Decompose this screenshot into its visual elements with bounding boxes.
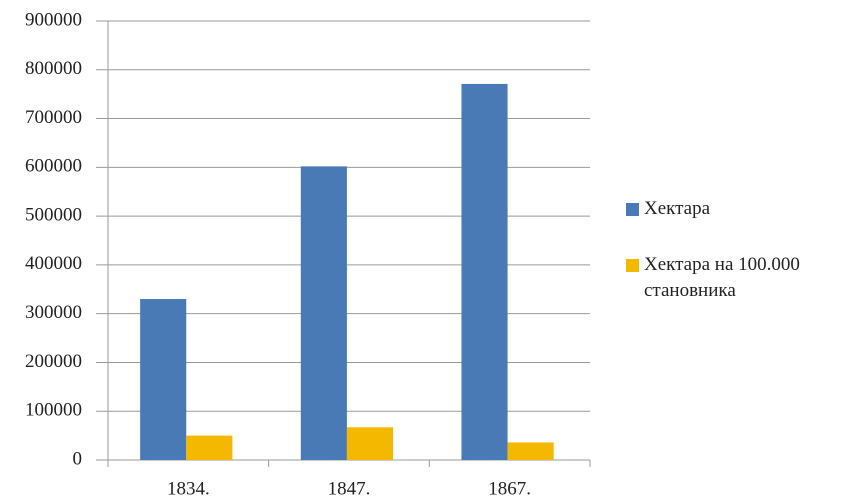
bar (507, 442, 554, 460)
y-tick-label: 500000 (25, 204, 82, 225)
bar (300, 166, 347, 460)
y-tick-label: 700000 (25, 107, 82, 128)
y-tick-label: 800000 (25, 58, 82, 79)
y-tick-label: 900000 (25, 9, 82, 30)
bar (186, 435, 233, 460)
y-tick-label: 400000 (25, 253, 82, 274)
legend-label: Хектара (644, 198, 711, 219)
y-tick-label: 300000 (25, 302, 82, 323)
x-tick-label: 1847. (328, 478, 371, 499)
legend: Хектара Хектара на 100.000 становника (626, 196, 851, 334)
y-tick-label: 200000 (25, 351, 82, 372)
bar (461, 83, 508, 460)
legend-label: Хектара на 100.000 становника (644, 254, 800, 301)
legend-swatch (626, 203, 639, 216)
legend-swatch (626, 259, 639, 272)
x-tick-label: 1834. (167, 478, 210, 499)
legend-item: Хектара (626, 196, 851, 222)
x-tick-label: 1867. (488, 478, 531, 499)
y-tick-label: 100000 (25, 400, 82, 421)
legend-item: Хектара на 100.000 становника (626, 252, 851, 304)
y-tick-label: 600000 (25, 156, 82, 177)
bar (140, 299, 187, 460)
y-tick-label: 0 (73, 448, 83, 469)
bar (346, 427, 394, 460)
